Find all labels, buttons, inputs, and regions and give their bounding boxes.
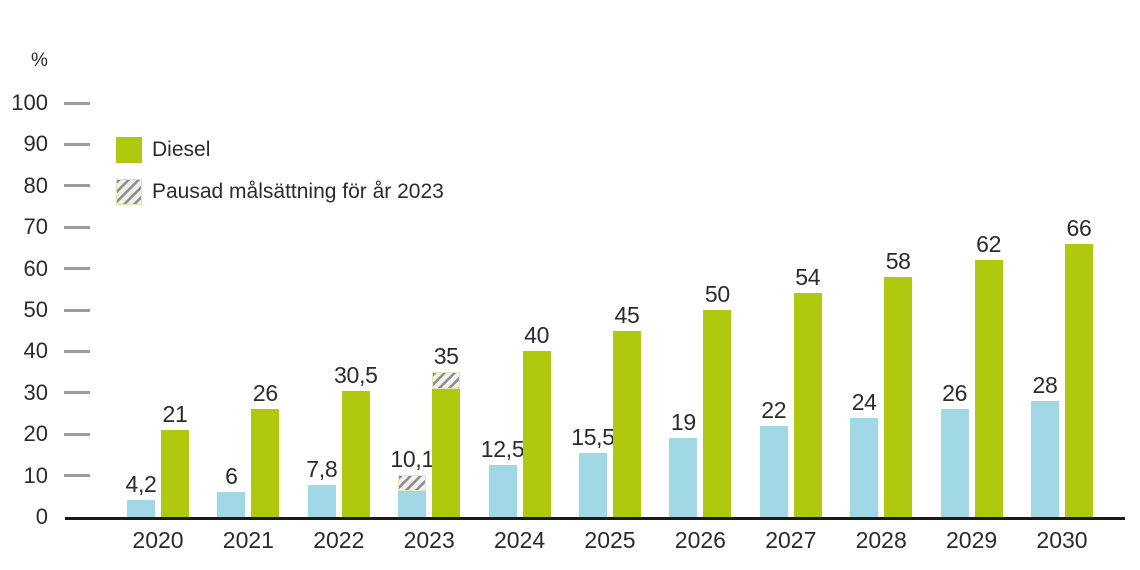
bar-diesel-2027 — [793, 293, 822, 517]
bar-blue-2028 — [850, 417, 879, 517]
legend: Diesel Pausad målsättning för år 2023 — [116, 137, 444, 221]
value-label-diesel-2028: 58 — [885, 247, 911, 274]
y-tick-label-40: 40 — [23, 338, 48, 364]
y-tick-label-100: 100 — [11, 90, 48, 115]
y-tick-mark-90 — [64, 142, 90, 146]
bar-diesel-2020 — [161, 430, 189, 517]
y-tick-label-70: 70 — [23, 214, 48, 240]
bar-blue-2026 — [669, 438, 698, 517]
bar-blue-2029 — [940, 409, 969, 517]
bar-blue-2020 — [127, 499, 155, 517]
x-tick-label-2029: 2029 — [946, 527, 998, 553]
bar-diesel-2021 — [251, 409, 280, 517]
bar-blue-2024 — [488, 465, 517, 517]
legend-item-diesel: Diesel — [116, 137, 444, 163]
y-tick-label-50: 50 — [23, 297, 48, 322]
legend-item-paused-target: Pausad målsättning för år 2023 — [116, 179, 444, 205]
bar-blue-2022 — [307, 484, 336, 517]
bar-blue-2025 — [579, 452, 607, 517]
legend-label-diesel: Diesel — [152, 138, 211, 161]
paused-hatch-diesel-2023 — [432, 372, 461, 390]
value-label-diesel-2027: 54 — [795, 264, 821, 291]
value-label-blue-2027: 22 — [761, 396, 787, 423]
bar-diesel-2024 — [522, 351, 551, 517]
x-axis-line — [65, 517, 1125, 520]
x-tick-label-2026: 2026 — [674, 527, 726, 553]
y-tick-label-10: 10 — [23, 462, 48, 488]
value-label-blue-2022: 7,8 — [306, 455, 338, 482]
x-tick-label-2025: 2025 — [584, 527, 636, 553]
value-label-diesel-2026: 50 — [704, 281, 730, 307]
value-label-diesel-2025: 45 — [614, 301, 640, 328]
y-tick-mark-30 — [64, 391, 90, 395]
y-tick-mark-80 — [64, 184, 90, 188]
value-label-diesel-2021: 26 — [252, 380, 278, 407]
paused-hatch-blue-2023 — [398, 475, 427, 491]
bar-diesel-2029 — [974, 260, 1003, 517]
x-tick-label-2024: 2024 — [494, 527, 546, 553]
paused-target-hatch-swatch-icon — [116, 179, 142, 205]
legend-label-paused-target: Pausad målsättning för år 2023 — [152, 180, 444, 203]
value-label-blue-2021: 6 — [225, 463, 238, 490]
y-tick-label-0: 0 — [35, 504, 48, 529]
value-label-blue-2026: 19 — [670, 409, 696, 436]
value-label-diesel-2030: 66 — [1066, 214, 1092, 241]
y-tick-mark-60 — [64, 267, 90, 271]
x-tick-label-2020: 2020 — [132, 527, 184, 553]
x-tick-label-2028: 2028 — [855, 527, 907, 553]
diesel-swatch-icon — [116, 137, 142, 163]
bar-diesel-2028 — [884, 276, 913, 517]
y-tick-mark-40 — [64, 349, 90, 353]
y-tick-label-80: 80 — [23, 172, 48, 198]
value-label-blue-2020: 4,2 — [125, 470, 157, 497]
y-tick-mark-10 — [64, 474, 90, 478]
x-tick-label-2022: 2022 — [313, 527, 365, 553]
y-tick-mark-70 — [64, 225, 90, 229]
y-tick-label-30: 30 — [23, 379, 48, 405]
y-tick-mark-100 — [64, 101, 90, 105]
value-label-diesel-2024: 40 — [524, 322, 550, 349]
value-label-diesel-2020: 21 — [162, 401, 188, 428]
x-tick-label-2021: 2021 — [222, 527, 274, 553]
bar-diesel-2025 — [613, 330, 641, 517]
x-tick-label-2023: 2023 — [403, 527, 455, 553]
y-tick-label-20: 20 — [23, 421, 48, 447]
y-tick-mark-50 — [64, 308, 90, 312]
bar-diesel-2030 — [1065, 243, 1093, 517]
x-tick-label-2027: 2027 — [765, 527, 817, 553]
bar-blue-2030 — [1031, 401, 1059, 517]
value-label-diesel-2029: 62 — [976, 231, 1002, 258]
y-tick-mark-20 — [64, 432, 90, 436]
bar-blue-2021 — [217, 492, 246, 517]
value-label-blue-2030: 28 — [1032, 372, 1058, 399]
value-label-blue-2024: 12,5 — [480, 436, 525, 463]
bar-diesel-2022 — [341, 390, 370, 517]
bar-blue-2027 — [759, 425, 788, 517]
value-label-blue-2025: 15,5 — [571, 423, 615, 450]
bar-diesel-2023 — [432, 372, 461, 517]
value-label-blue-2029: 26 — [942, 380, 968, 407]
value-label-blue-2023: 10,1 — [390, 446, 434, 473]
y-tick-label-90: 90 — [23, 131, 48, 157]
y-axis-unit-label: % — [31, 50, 48, 71]
bar-diesel-2026 — [703, 310, 732, 517]
value-label-diesel-2023: 35 — [433, 343, 459, 370]
value-label-blue-2028: 24 — [851, 388, 877, 415]
value-label-diesel-2022: 30,5 — [334, 361, 378, 388]
y-tick-label-60: 60 — [23, 255, 48, 281]
x-tick-label-2030: 2030 — [1036, 527, 1088, 553]
